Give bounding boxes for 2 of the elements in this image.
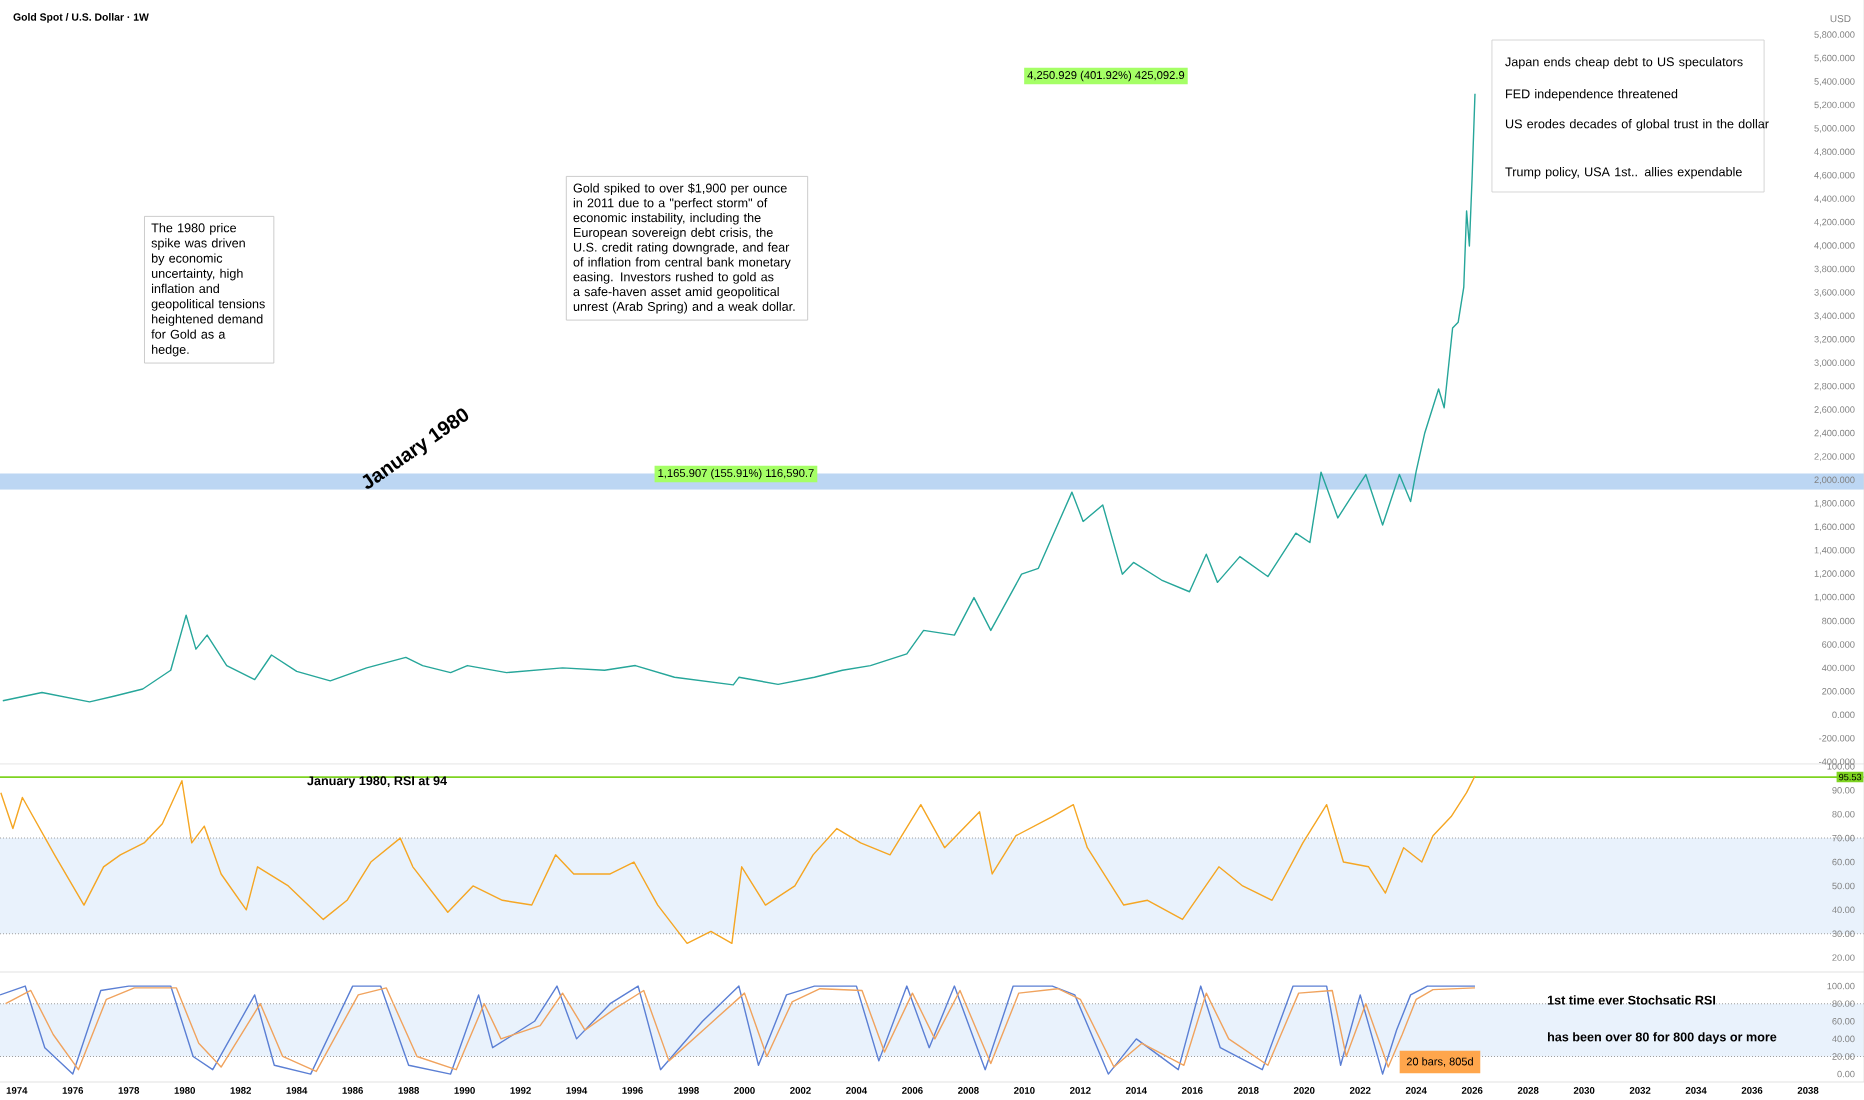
line-series: [0, 775, 1476, 945]
line-series: [2, 93, 1476, 703]
